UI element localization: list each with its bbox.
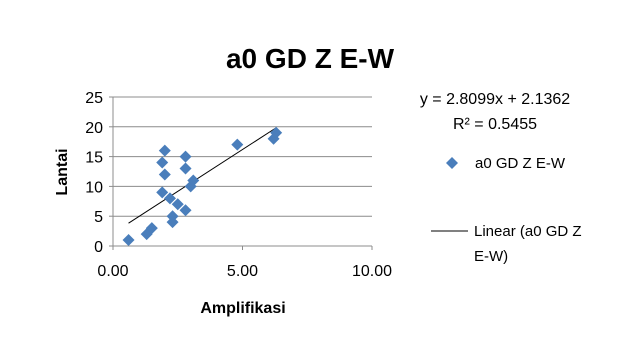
trendline-equation: y = 2.8099x + 2.1362: [420, 91, 570, 108]
legend-trendline-label-line2: E-W): [474, 248, 508, 265]
legend-series-label: a0 GD Z E-W: [475, 155, 566, 172]
y-tick-label-3: 15: [85, 150, 103, 167]
data-point-8: [156, 186, 169, 199]
data-point-11: [158, 168, 171, 181]
x-tick-label-2: 10.00: [352, 263, 392, 280]
legend-diamond-icon: [446, 157, 458, 169]
data-point-10: [187, 174, 200, 187]
gridlines: [113, 96, 372, 217]
y-tick-label-5: 25: [85, 90, 103, 107]
trendline: [128, 127, 277, 224]
legend-trendline-label-line1: Linear (a0 GD Z: [474, 223, 582, 240]
x-tick-label-0: 0.00: [97, 263, 128, 280]
data-point-14: [179, 150, 192, 163]
y-tick-label-0: 0: [94, 239, 103, 256]
data-point-13: [156, 156, 169, 169]
x-axis-title: Amplifikasi: [200, 300, 285, 317]
data-point-6: [171, 198, 184, 211]
data-points: [122, 126, 283, 247]
chart-title: a0 GD Z E-W: [226, 43, 395, 74]
trendline-group: [128, 127, 277, 224]
data-point-4: [166, 210, 179, 223]
y-tick-labels: 0 5 10 15 20 25: [85, 90, 103, 256]
data-point-18: [270, 126, 283, 139]
y-tick-label-1: 5: [94, 209, 103, 226]
x-tick-label-1: 5.00: [227, 263, 258, 280]
data-point-16: [231, 138, 244, 151]
y-axis-title: Lantai: [54, 148, 71, 195]
data-point-12: [179, 162, 192, 175]
data-point-5: [179, 204, 192, 217]
axes: [109, 96, 373, 250]
y-tick-label-2: 10: [85, 179, 103, 196]
data-point-2: [145, 222, 158, 235]
data-point-7: [163, 192, 176, 205]
y-tick-label-4: 20: [85, 120, 103, 137]
legend: a0 GD Z E-W Linear (a0 GD Z E-W): [431, 155, 582, 265]
data-point-15: [158, 144, 171, 157]
data-point-0: [122, 234, 135, 247]
trendline-r-squared: R² = 0.5455: [453, 116, 537, 133]
x-tick-labels: 0.00 5.00 10.00: [97, 263, 392, 280]
